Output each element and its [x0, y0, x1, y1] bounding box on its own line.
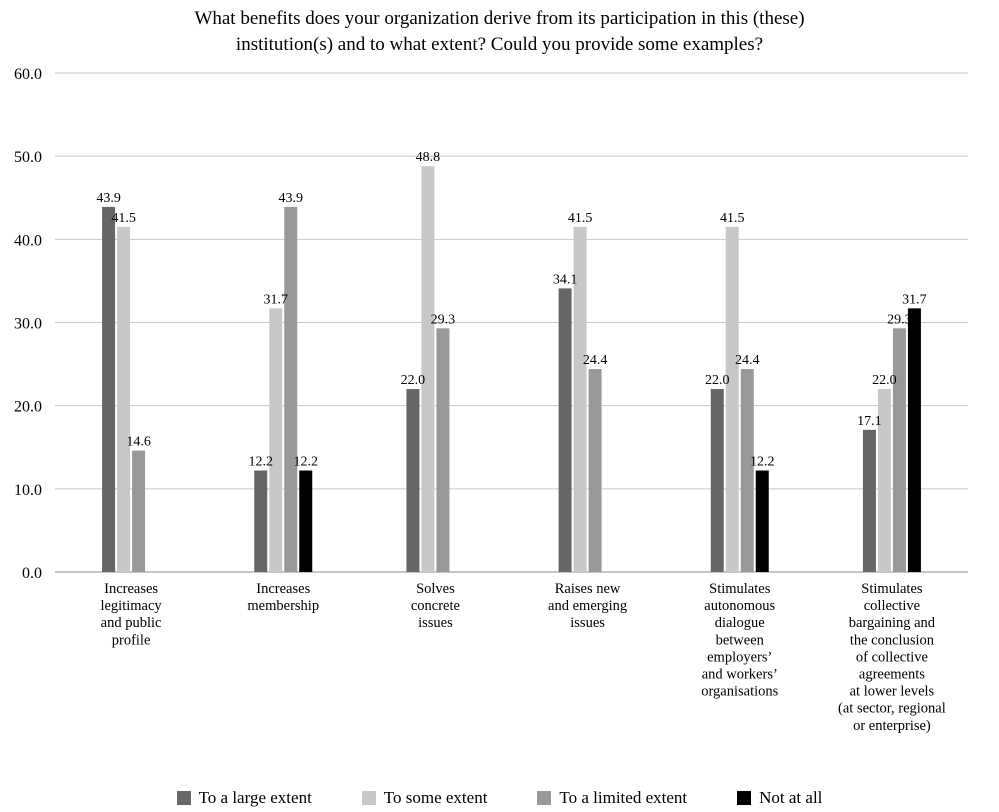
y-tick-label: 50.0: [14, 149, 42, 166]
bar: [755, 470, 769, 572]
data-label: 17.1: [857, 414, 882, 429]
data-label: 41.5: [111, 211, 136, 226]
bar: [299, 470, 313, 572]
x-tick-label: Increases membership: [247, 581, 319, 614]
chart-title: What benefits does your organization der…: [194, 8, 805, 55]
bar: [725, 226, 739, 572]
bar: [740, 369, 754, 572]
legend-label: To a limited extent: [559, 788, 688, 807]
y-tick-label: 40.0: [14, 232, 42, 249]
bar: [436, 328, 450, 572]
legend-swatch: [176, 791, 191, 805]
axis-labels: 0.0 10.0 20.0 30.0 40.0 50.0 60.0 Increases legi…: [14, 66, 946, 734]
legend-swatch: [537, 791, 552, 805]
bar: [269, 308, 283, 572]
data-label: 34.1: [553, 272, 578, 287]
legend-item: Not at all: [737, 788, 822, 808]
bar: [284, 206, 298, 573]
x-tick-label: Stimulates autonomous dialogue between emplo…: [701, 581, 778, 700]
data-label: 48.8: [416, 150, 441, 165]
data-label: 31.7: [902, 292, 927, 307]
data-label: 24.4: [735, 353, 760, 368]
bar: [573, 226, 587, 572]
bar: [102, 206, 116, 573]
x-tick-label: Increases legitimacy and public profile: [100, 581, 162, 648]
bar: [117, 226, 131, 572]
bar-chart: 43.9 12.2 22.0 34.1 22.0 17.1 41.5 31.7 48.8 41.5…: [14, 66, 968, 734]
data-label: 12.2: [294, 455, 319, 470]
bar: [132, 450, 146, 572]
legend-item: To a large extent: [176, 788, 312, 808]
data-label: 41.5: [568, 211, 593, 226]
data-label: 12.2: [249, 455, 274, 470]
data-label: 31.7: [264, 292, 289, 307]
y-tick-label: 10.0: [14, 482, 42, 499]
x-tick-label: Raises new and emerging issues: [548, 581, 627, 631]
bar: [877, 389, 891, 572]
data-label: 22.0: [705, 373, 730, 388]
legend-item: To some extent: [361, 788, 488, 808]
bar: [588, 369, 602, 572]
legend-swatch: [361, 791, 376, 805]
legend-item: To a limited extent: [537, 788, 687, 808]
data-label: 29.3: [431, 312, 456, 327]
y-tick-label: 20.0: [14, 399, 42, 416]
bar: [558, 288, 572, 572]
data-labels: 43.9 12.2 22.0 34.1 22.0 17.1 41.5 31.7 48.8 41.5…: [96, 150, 926, 469]
bar: [406, 389, 420, 572]
bar: [862, 429, 876, 572]
data-label: 22.0: [872, 373, 897, 388]
bar: [892, 328, 906, 572]
y-tick-label: 60.0: [14, 66, 42, 83]
bar: [421, 166, 435, 572]
data-label: 41.5: [720, 211, 745, 226]
data-label: 43.9: [279, 191, 304, 206]
legend: To a large extent To some extent To a limi…: [0, 786, 999, 810]
x-tick-label: Solves concrete issues: [411, 581, 460, 631]
gridlines: [55, 72, 968, 573]
legend-label: To a large extent: [198, 788, 312, 807]
legend-swatch: [737, 791, 752, 805]
data-label: 43.9: [96, 191, 121, 206]
bar: [710, 389, 724, 572]
y-tick-label: 30.0: [14, 316, 42, 333]
data-label: 14.6: [126, 435, 151, 450]
data-label: 29.3: [887, 312, 912, 327]
bar: [907, 308, 921, 572]
y-tick-label: 0.0: [22, 565, 42, 582]
data-label: 12.2: [750, 455, 775, 470]
data-label: 24.4: [583, 353, 608, 368]
legend-label: To some extent: [383, 788, 488, 807]
legend-label: Not at all: [759, 788, 823, 807]
bar: [254, 470, 268, 572]
x-tick-label: Stimulates collective bargaining and the co…: [838, 581, 946, 734]
bars: [102, 166, 921, 573]
data-label: 22.0: [401, 373, 426, 388]
